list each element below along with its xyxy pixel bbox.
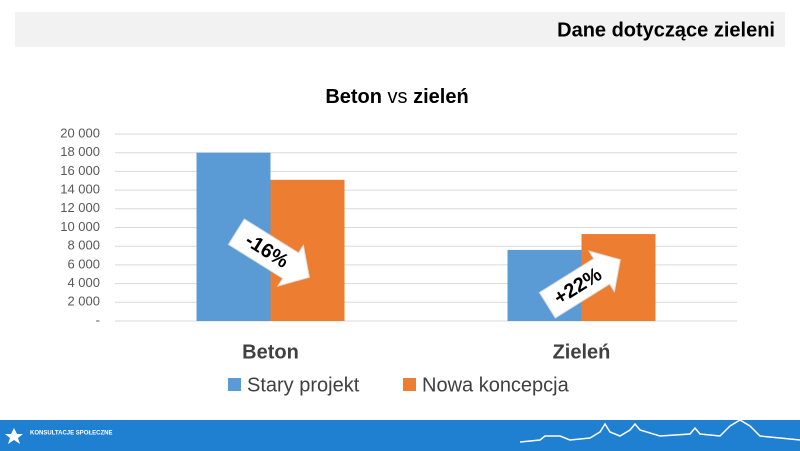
chart-title: Beton vs zieleń (325, 86, 468, 108)
x-tick-label: Zieleń (553, 341, 611, 363)
y-tick-label: 20 000 (60, 125, 100, 140)
title-part: Beton (325, 86, 382, 108)
footer-bar (0, 420, 800, 451)
y-tick-label: 12 000 (60, 200, 100, 215)
header-title: Dane dotyczące zieleni (557, 19, 775, 41)
title-part: vs (388, 86, 408, 108)
legend-swatch (403, 378, 416, 391)
y-tick-label: 14 000 (60, 182, 100, 197)
legend-label: Stary projekt (247, 374, 360, 396)
title-part: zieleń (413, 86, 469, 108)
arrow-shape (538, 250, 621, 319)
x-tick-label: Beton (242, 341, 299, 363)
skyline (519, 419, 800, 443)
logo-icon (5, 428, 23, 444)
y-tick-label: 2 000 (67, 294, 100, 309)
y-tick-label: 8 000 (67, 238, 100, 253)
logo-text: KONSULTACJE SPOŁECZNE (30, 431, 112, 437)
legend-swatch (228, 378, 241, 391)
header-bar (15, 12, 785, 47)
y-tick-label: 6 000 (67, 256, 100, 271)
y-tick-label: - (96, 312, 100, 327)
y-tick-label: 16 000 (60, 163, 100, 178)
y-tick-label: 4 000 (67, 275, 100, 290)
y-tick-label: 10 000 (60, 219, 100, 234)
arrow-shape (227, 218, 310, 287)
legend-label: Nowa koncepcja (422, 374, 570, 396)
plot: - 2 000 4 000 6 000 8 000 10 000 12 000 14 000 1… (60, 125, 737, 396)
y-tick-label: 18 000 (60, 144, 100, 159)
